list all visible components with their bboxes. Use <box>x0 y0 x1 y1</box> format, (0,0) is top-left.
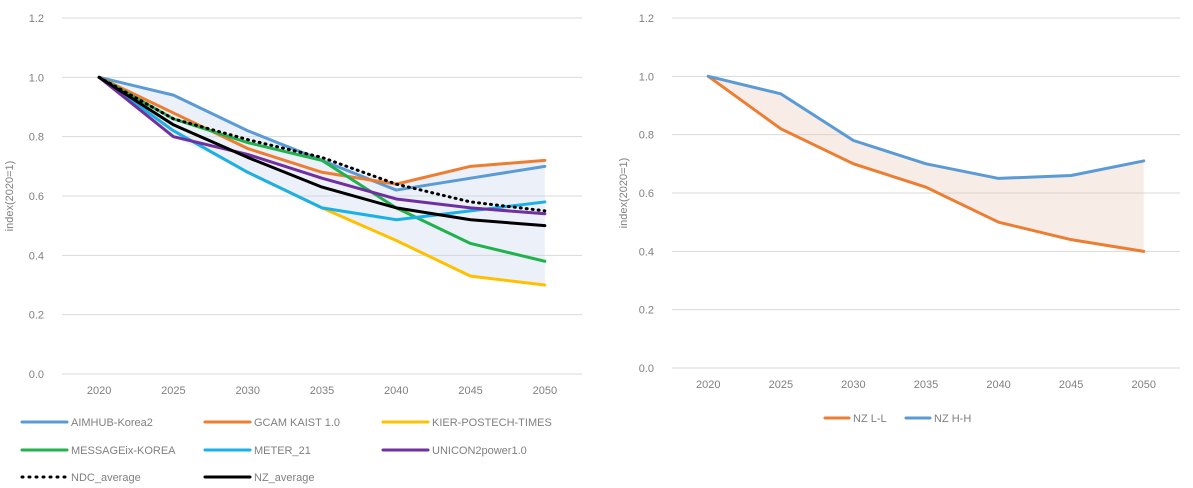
series-line <box>97 75 547 186</box>
x-tick-label: 2040 <box>986 379 1010 391</box>
legend-label: GCAM KAIST 1.0 <box>254 417 340 429</box>
y-tick-label: 0.6 <box>29 191 44 203</box>
x-tick-label: 2045 <box>1059 379 1083 391</box>
x-tick-label: 2020 <box>87 385 111 397</box>
y-tick-label: 0.6 <box>639 188 654 200</box>
x-tick-label: 2025 <box>161 385 185 397</box>
legend-label: METER_21 <box>254 445 311 457</box>
x-tick-label: 2035 <box>310 385 334 397</box>
left-line-chart: 0.0 0.2 0.4 0.6 0.8 1.0 1.2 2020 2025 2030 2035 204… <box>4 13 582 484</box>
series-line <box>97 75 547 228</box>
series-line <box>97 75 547 222</box>
y-axis-title: index(2020=1) <box>4 161 16 232</box>
legend-label: KIER-POSTECH-TIMES <box>432 417 552 429</box>
x-tick-label: 2020 <box>696 379 720 391</box>
x-tick-label: 2045 <box>458 385 482 397</box>
series-line <box>706 74 1146 180</box>
y-tick-label: 0.8 <box>29 132 44 144</box>
y-tick-label: 0.0 <box>639 363 654 375</box>
y-tick-label: 1.2 <box>29 13 44 25</box>
x-tick-label: 2040 <box>384 385 408 397</box>
y-tick-label: 1.2 <box>639 13 654 25</box>
legend-label: UNICON2power1.0 <box>432 445 527 457</box>
x-tick-label: 2030 <box>235 385 259 397</box>
x-tick-label: 2050 <box>1131 379 1155 391</box>
y-tick-label: 0.2 <box>639 305 654 317</box>
x-tick-label: 2030 <box>841 379 865 391</box>
legend-label: NZ H-H <box>934 413 971 425</box>
series-line <box>706 74 1146 253</box>
y-tick-label: 0.0 <box>29 369 44 381</box>
x-tick-label: 2050 <box>533 385 557 397</box>
legend-label: NZ L-L <box>853 413 887 425</box>
y-tick-label: 0.8 <box>639 130 654 142</box>
y-axis-title: index(2020=1) <box>618 158 630 229</box>
y-tick-label: 0.4 <box>639 246 654 258</box>
series-line <box>97 75 547 213</box>
legend-label: AIMHUB-Korea2 <box>71 417 153 429</box>
legend-label: NDC_average <box>71 472 141 484</box>
y-tick-label: 1.0 <box>639 71 654 83</box>
right-line-chart: 0.0 0.2 0.4 0.6 0.8 1.0 1.2 2020 2025 2030 2035 204… <box>618 13 1180 425</box>
legend-label: NZ_average <box>254 472 315 484</box>
x-tick-label: 2035 <box>914 379 938 391</box>
series-line <box>97 75 547 216</box>
y-tick-label: 0.2 <box>29 310 44 322</box>
y-tick-label: 1.0 <box>29 72 44 84</box>
x-tick-label: 2025 <box>769 379 793 391</box>
y-tick-label: 0.4 <box>29 250 44 262</box>
legend-label: MESSAGEix-KOREA <box>71 445 176 457</box>
